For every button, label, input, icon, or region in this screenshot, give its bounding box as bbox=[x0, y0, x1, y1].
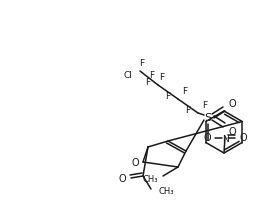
Text: S: S bbox=[204, 112, 212, 122]
Text: F: F bbox=[149, 71, 154, 80]
Text: F: F bbox=[159, 73, 164, 82]
Text: F: F bbox=[182, 87, 187, 96]
Text: N: N bbox=[222, 134, 228, 143]
Text: F: F bbox=[202, 101, 207, 110]
Text: Cl: Cl bbox=[123, 71, 132, 80]
Text: O: O bbox=[228, 126, 235, 136]
Text: F: F bbox=[140, 59, 144, 68]
Text: O: O bbox=[118, 173, 126, 183]
Text: O: O bbox=[203, 132, 211, 142]
Text: O: O bbox=[228, 99, 235, 109]
Text: F: F bbox=[145, 78, 150, 87]
Text: F: F bbox=[165, 92, 170, 101]
Text: CH₃: CH₃ bbox=[158, 187, 173, 196]
Text: CH₃: CH₃ bbox=[143, 175, 158, 184]
Text: O: O bbox=[239, 132, 247, 142]
Text: F: F bbox=[185, 106, 190, 115]
Text: O: O bbox=[131, 157, 139, 167]
